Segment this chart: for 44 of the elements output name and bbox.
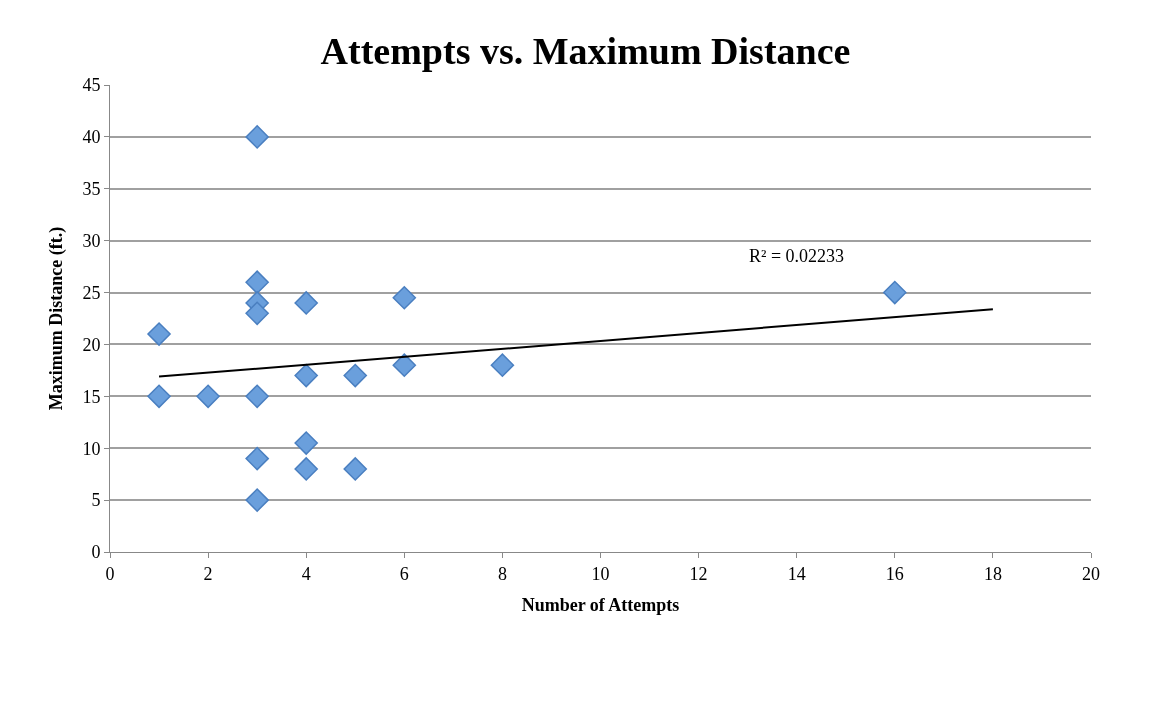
- y-tick-label: 20: [82, 334, 101, 355]
- x-tick-label: 16: [885, 563, 904, 584]
- point: [245, 125, 269, 149]
- x-tick-label: 14: [787, 563, 806, 584]
- point: [392, 285, 417, 310]
- point: [245, 270, 269, 294]
- x-tick-label: 8: [497, 563, 507, 584]
- x-tick-label: 6: [399, 563, 409, 584]
- point: [245, 384, 269, 409]
- y-tick-label: 5: [91, 490, 101, 511]
- point: [196, 384, 220, 409]
- x-tick-label: 12: [689, 563, 708, 584]
- x-tick-label: 10: [591, 563, 610, 584]
- y-tick-label: 15: [82, 386, 101, 407]
- x-tick-label: 4: [301, 563, 311, 584]
- point: [883, 280, 907, 305]
- x-tick-label: 18: [983, 563, 1002, 584]
- point: [294, 291, 318, 315]
- annotation: R² = 0.02233: [749, 246, 845, 266]
- point: [245, 488, 269, 512]
- point: [147, 384, 171, 409]
- y-tick-label: 35: [82, 179, 101, 200]
- x-axis-title: Number of Attempts: [521, 594, 680, 615]
- y-tick-label: 10: [82, 438, 101, 459]
- point: [294, 457, 318, 481]
- point: [392, 353, 417, 377]
- chart-title: Attempts vs. Maximum Distance: [320, 29, 851, 72]
- point: [294, 431, 318, 455]
- point: [245, 446, 269, 471]
- point: [245, 301, 269, 326]
- point: [490, 353, 515, 377]
- y-tick-label: 30: [82, 230, 101, 251]
- point: [147, 322, 171, 346]
- point: [294, 363, 318, 388]
- x-tick-label: 2: [203, 563, 213, 584]
- y-tick-label: 45: [82, 75, 101, 96]
- point: [343, 363, 368, 388]
- y-axis-title: Maximum Distance (ft.): [45, 226, 67, 411]
- y-tick-label: 40: [82, 127, 101, 148]
- x-tick-label: 0: [105, 563, 115, 584]
- y-tick-label: 0: [91, 542, 101, 563]
- point: [343, 457, 368, 481]
- x-tick-label: 20: [1082, 563, 1100, 584]
- y-tick-label: 25: [82, 282, 101, 303]
